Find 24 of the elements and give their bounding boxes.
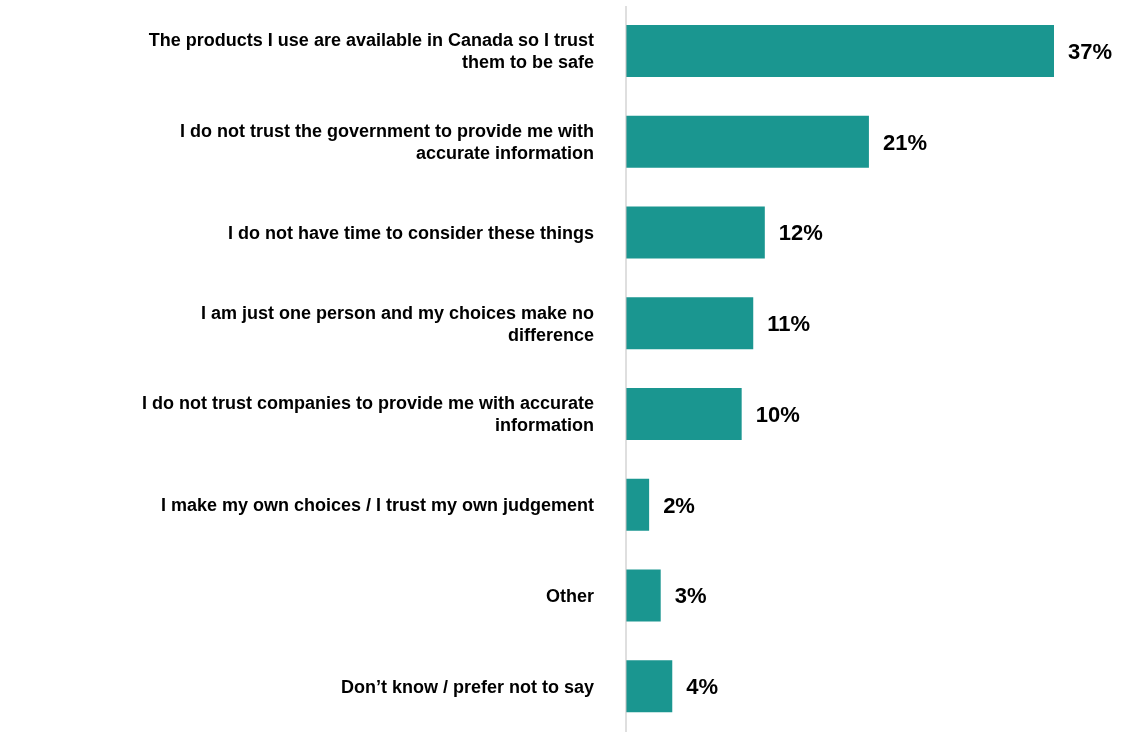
bar xyxy=(626,660,673,713)
data-label: 4% xyxy=(686,674,719,700)
bar xyxy=(626,206,765,259)
data-label: 37% xyxy=(1068,38,1113,64)
y-tick-label: The products I use are available in Canada so I trust them to be safe xyxy=(148,30,594,73)
y-tick-label: Don’t know / prefer not to say xyxy=(340,676,594,697)
bar xyxy=(626,297,754,350)
y-tick-label: I do not trust the government to provide me with accurate information xyxy=(179,121,594,164)
bar xyxy=(626,115,869,168)
y-tick-label: I am just one person and my choices make no difference xyxy=(200,302,594,345)
bar xyxy=(626,478,650,531)
bar xyxy=(626,569,661,622)
data-label: 10% xyxy=(755,401,800,427)
bar xyxy=(626,25,1054,77)
data-label: 21% xyxy=(882,129,927,155)
bar xyxy=(626,388,742,440)
y-tick-label: I do not have time to consider these things xyxy=(227,222,594,243)
y-tick-label: I make my own choices / I trust my own judgement xyxy=(160,495,594,516)
data-label: 3% xyxy=(674,583,707,609)
data-label: 2% xyxy=(663,492,695,518)
y-tick-label: Other xyxy=(545,585,594,606)
data-label: 12% xyxy=(778,220,823,246)
data-label: 11% xyxy=(767,311,811,337)
y-tick-label: I do not trust companies to provide me with accurate information xyxy=(141,393,594,436)
